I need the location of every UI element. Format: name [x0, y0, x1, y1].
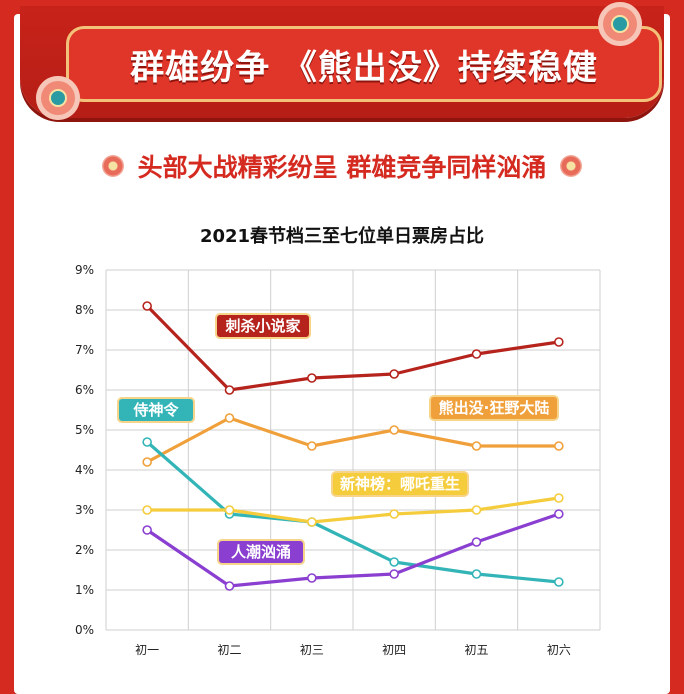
series-label-box — [215, 313, 311, 339]
x-axis: 初一 初二 初三 初四 初五 初六 — [135, 643, 571, 657]
data-point — [471, 569, 482, 579]
series-label-box — [331, 471, 469, 497]
data-point — [142, 457, 152, 467]
data-point — [471, 441, 482, 451]
y-tick-label: 2% — [75, 543, 94, 557]
subtitle: 头部大战精彩纷呈 群雄竞争同样汹涌 — [137, 153, 547, 182]
series-line — [146, 440, 559, 584]
data-point — [142, 301, 152, 311]
data-point — [389, 369, 399, 379]
data-point — [389, 509, 399, 519]
data-point — [471, 537, 482, 547]
plum-blossom-icon — [36, 76, 80, 120]
data-point — [554, 577, 564, 587]
data-point — [224, 413, 235, 423]
series-新神榜：哪吒重生 — [142, 493, 564, 527]
data-point — [554, 337, 564, 347]
series-label-text: 人潮汹涌 — [231, 543, 291, 561]
x-tick-label: 初六 — [547, 643, 571, 657]
data-point — [471, 505, 482, 515]
flower-bullet-icon — [101, 155, 124, 177]
series-label-box — [217, 539, 305, 565]
y-axis: 0% 1% 2% 3% 4% 5% 6% 7% 8% 9% — [75, 263, 94, 637]
x-tick-label: 初四 — [382, 643, 406, 657]
series-label: 熊出没·狂野大陆 — [429, 395, 559, 421]
data-point — [389, 557, 399, 567]
data-point — [307, 441, 317, 451]
series-line — [146, 416, 559, 464]
series-label: 新神榜：哪吒重生 — [331, 471, 469, 497]
y-tick-label: 8% — [75, 303, 94, 317]
x-tick-label: 初一 — [135, 643, 159, 657]
data-point — [224, 505, 235, 515]
subtitle-row: 头部大战精彩纷呈 群雄竞争同样汹涌 — [0, 148, 684, 184]
line-chart: 0% 1% 2% 3% 4% 5% 6% 7% 8% 9% 初一 初二 初三 初四 初五 初六 刺杀小说家熊… — [75, 263, 601, 657]
series-label: 侍神令 — [117, 397, 195, 423]
series-熊出没·狂野大陆 — [142, 413, 564, 467]
flower-bullet-icon — [560, 155, 583, 177]
series-label: 人潮汹涌 — [217, 539, 305, 565]
title-banner: 群雄纷争 《熊出没》持续稳健 — [20, 6, 664, 118]
y-tick-label: 7% — [75, 343, 94, 357]
series-label-box — [429, 395, 559, 421]
data-point — [389, 425, 399, 435]
series-label-text: 刺杀小说家 — [225, 317, 300, 335]
series-group — [142, 301, 564, 591]
y-tick-label: 6% — [75, 383, 94, 397]
data-point — [224, 581, 235, 591]
series-line — [146, 304, 560, 392]
series-人潮汹涌 — [142, 509, 564, 591]
data-point — [224, 385, 235, 395]
x-tick-label: 初二 — [217, 643, 241, 657]
data-point — [307, 573, 317, 583]
y-tick-label: 9% — [75, 263, 94, 277]
series-label-text: 熊出没·狂野大陆 — [439, 399, 550, 417]
series-label-text: 新神榜：哪吒重生 — [340, 475, 460, 493]
series-label: 刺杀小说家 — [215, 313, 311, 339]
title-plaque: 群雄纷争 《熊出没》持续稳健 — [66, 26, 662, 102]
chart-title: 2021春节档三至七位单日票房占比 — [199, 226, 485, 247]
y-tick-label: 1% — [75, 583, 94, 597]
series-label-box — [117, 397, 195, 423]
x-tick-label: 初五 — [464, 643, 488, 657]
x-tick-label: 初三 — [300, 643, 324, 657]
data-point — [307, 517, 317, 527]
y-tick-label: 4% — [75, 463, 94, 477]
data-point — [389, 569, 399, 579]
series-line — [146, 512, 560, 588]
data-point — [554, 509, 564, 519]
data-point — [142, 525, 152, 535]
series-line — [147, 496, 560, 524]
data-point — [554, 493, 564, 503]
y-tick-label: 3% — [75, 503, 94, 517]
data-point — [554, 441, 564, 451]
y-tick-label: 5% — [75, 423, 94, 437]
series-label-text: 侍神令 — [132, 401, 179, 419]
data-point — [307, 373, 317, 383]
plum-blossom-icon — [598, 2, 642, 46]
y-tick-label: 0% — [75, 623, 94, 637]
data-point — [142, 437, 152, 447]
series-刺杀小说家 — [142, 301, 564, 395]
data-point — [142, 505, 152, 515]
data-point — [471, 349, 482, 359]
page-title: 群雄纷争 《熊出没》持续稳健 — [130, 47, 598, 88]
